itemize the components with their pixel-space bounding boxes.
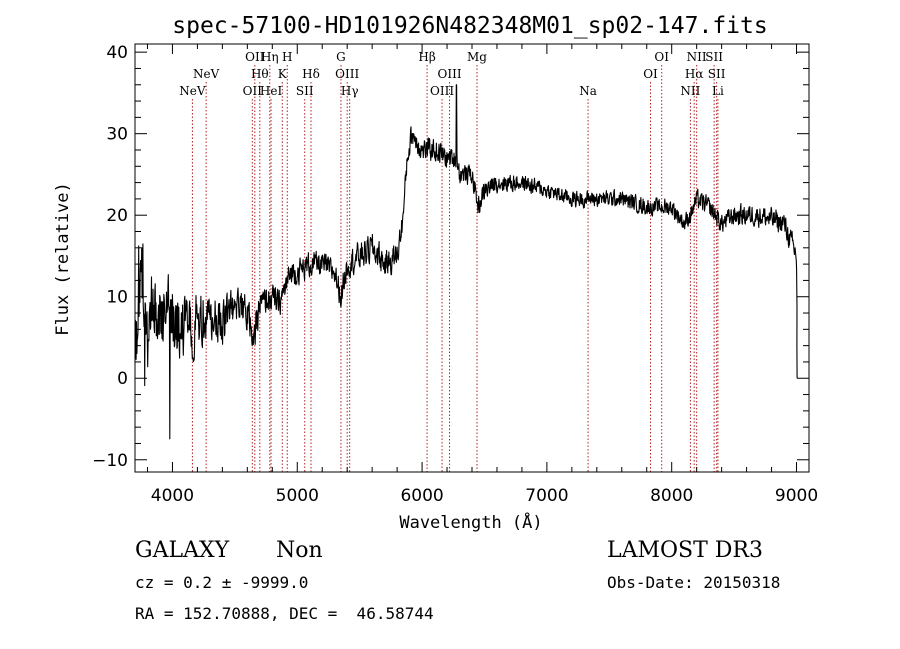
emission-line-label: Na [579, 84, 597, 98]
x-tick-label: 9000 [775, 486, 818, 506]
coordinates-readout: RA = 152.70888, DEC = 46.58744 [135, 604, 434, 623]
emission-line-label: NII [680, 84, 700, 98]
emission-line-markers [191, 65, 719, 472]
x-tick-label: 5000 [276, 486, 319, 506]
emission-line-label: OI [654, 50, 669, 64]
emission-line-label: OIII [430, 84, 454, 98]
redshift-readout: cz = 0.2 ± -9999.0 [135, 573, 309, 592]
y-axis-ticks: −10 0 10 20 30 40 [92, 43, 809, 471]
plot-frame [134, 43, 810, 473]
emission-line-label: Hδ [302, 67, 320, 81]
y-tick-label: 30 [106, 125, 128, 145]
emission-line-label: OII [245, 50, 265, 64]
y-tick-label: 10 [106, 288, 128, 308]
spectrum-chart: spec-57100-HD101926N482348M01_sp02-147.f… [53, 13, 818, 533]
emission-line-label: Hθ [251, 67, 269, 81]
emission-line-label: OII [243, 84, 263, 98]
x-tick-label: 6000 [400, 486, 443, 506]
emission-line-label: Li [712, 84, 724, 98]
emission-line-label: SII [705, 50, 723, 64]
y-tick-label: 0 [117, 369, 128, 389]
emission-line-label: K [278, 67, 288, 81]
emission-line-label: OIII [438, 67, 462, 81]
emission-line-label: Hα [685, 67, 704, 81]
emission-line-label: Hγ [341, 84, 359, 98]
emission-line-label: NeV [193, 67, 220, 81]
emission-line-label: OI [643, 67, 658, 81]
y-tick-label: 40 [106, 43, 128, 63]
emission-line-labels: NeVNeVOIIOIIHθHηHeIKHSIIHδGOIIIHγHβOIIIO… [179, 50, 725, 98]
survey-name: LAMOST DR3 [607, 538, 763, 563]
spectrum-series-line [134, 84, 798, 440]
x-axis-label: Wavelength (Å) [399, 511, 542, 533]
emission-line-label: G [336, 50, 346, 64]
emission-line-label: H [282, 50, 292, 64]
emission-line-label: NeV [179, 84, 206, 98]
emission-line-label: SII [708, 67, 726, 81]
object-subclass: Non [276, 538, 323, 563]
x-tick-label: 8000 [650, 486, 693, 506]
object-class: GALAXY [135, 538, 230, 563]
y-tick-label: −10 [92, 451, 128, 471]
emission-line-label: Hβ [418, 50, 435, 64]
emission-line-label: OIII [335, 67, 359, 81]
y-tick-label: 20 [106, 206, 128, 226]
x-tick-label: 7000 [525, 486, 568, 506]
x-tick-label: 4000 [151, 486, 194, 506]
chart-title: spec-57100-HD101926N482348M01_sp02-147.f… [172, 13, 767, 39]
x-axis-ticks: 4000 5000 6000 7000 8000 9000 [146, 44, 818, 506]
observation-date: Obs-Date: 20150318 [607, 573, 781, 592]
emission-line-label: Hη [261, 50, 279, 64]
emission-line-label: HeI [260, 84, 283, 98]
y-axis-label: Flux (relative) [53, 182, 73, 336]
emission-line-label: Mg [467, 50, 487, 64]
emission-line-label: SII [296, 84, 314, 98]
emission-line-label: NII [687, 50, 707, 64]
